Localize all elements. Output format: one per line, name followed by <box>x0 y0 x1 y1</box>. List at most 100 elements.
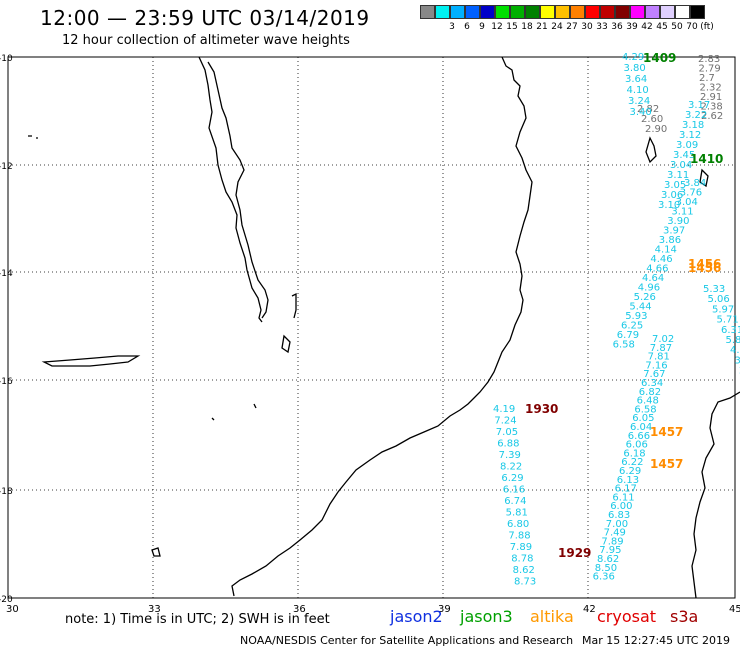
legend-swatch-label: 6 <box>464 22 470 32</box>
wave-height-value: 2.62 <box>701 111 723 122</box>
wave-height-value: 2.82 <box>637 104 659 115</box>
map-title: 12:00 — 23:59 UTC 03/14/2019 <box>40 6 370 30</box>
legend-swatch <box>570 5 585 19</box>
legend-swatch <box>540 5 555 19</box>
wave-height-value: 5.26 <box>634 292 656 303</box>
wave-height-value: 6.16 <box>503 485 525 496</box>
satellite-legend-item: s3a <box>670 607 699 626</box>
wave-height-value: 3.86 <box>659 235 681 246</box>
wave-height-value: 7.02 <box>652 334 674 345</box>
wave-height-value: 6.25 <box>621 321 643 332</box>
wave-height-value: 7.24 <box>494 416 516 427</box>
wave-height-value: 5.89 <box>726 335 740 346</box>
wave-height-value: 2.91 <box>700 92 722 103</box>
wave-height-value: 4.64 <box>642 273 664 284</box>
legend-swatch <box>435 5 450 19</box>
legend-swatch-label: 70 <box>686 22 698 32</box>
wave-height-value: 8.22 <box>500 462 522 473</box>
wave-height-value: 5.97 <box>712 304 734 315</box>
generation-timestamp: Mar 15 12:27:45 UTC 2019 <box>582 634 730 647</box>
wave-height-value: 6.22 <box>621 457 643 468</box>
legend-swatch <box>660 5 675 19</box>
wave-height-value: 3.09 <box>676 140 698 151</box>
legend-swatch-label: 21 <box>536 22 548 32</box>
wave-height-value: 3.64 <box>625 74 647 85</box>
wave-height-value: 6.79 <box>617 330 639 341</box>
longitude-label: 33 <box>148 604 161 615</box>
pass-id-label: 1456 <box>688 261 721 275</box>
map-subtitle: 12 hour collection of altimeter wave hei… <box>62 33 350 48</box>
wave-height-value: 5.06 <box>708 294 730 305</box>
wave-height-value: 6.58 <box>613 340 635 351</box>
longitude-label: 39 <box>438 604 451 615</box>
wave-height-value: 2.79 <box>699 64 721 75</box>
legend-swatch <box>525 5 540 19</box>
wave-height-value: 6.88 <box>497 439 519 450</box>
credit-line: NOAA/NESDIS Center for Satellite Applica… <box>240 634 574 647</box>
pass-id-label: 1410 <box>690 152 723 166</box>
legend-swatch-label: 50 <box>671 22 683 32</box>
wave-height-value: 7.89 <box>601 536 623 547</box>
wave-height-value: 7.67 <box>643 369 665 380</box>
legend-swatch-label: 42 <box>641 22 653 32</box>
east-african-coast <box>231 56 533 597</box>
wave-height-value: 6.34 <box>641 378 663 389</box>
wave-height-value: 4.9 <box>730 345 740 356</box>
satellite-legend-item: jason3 <box>460 607 513 626</box>
wave-height-value: 3.10 <box>658 200 680 211</box>
lake-kariba <box>41 355 141 367</box>
wave-height-value: 5.81 <box>506 508 528 519</box>
legend-swatch <box>450 5 465 19</box>
footer-note: note: 1) Time is in UTC; 2) SWH is in fe… <box>65 612 330 627</box>
wave-height-value: 4.66 <box>646 264 668 275</box>
wave-height-value: 6.48 <box>637 396 659 407</box>
wave-height-value: 7.89 <box>510 542 532 553</box>
wave-height-value: 6.80 <box>507 519 529 530</box>
longitude-label: 45 <box>729 604 740 615</box>
wave-height-value: 4.46 <box>650 254 672 265</box>
wave-height-value: 6.11 <box>612 492 634 503</box>
legend-swatch <box>555 5 570 19</box>
wave-height-value: 3.45 <box>673 150 695 161</box>
pass-id-label: 1930 <box>525 402 558 416</box>
legend-swatch-label: 30 <box>581 22 593 32</box>
wave-height-value: 5.44 <box>629 302 651 313</box>
wave-height-value: 2.32 <box>700 83 722 94</box>
wave-height-value: 6.05 <box>632 413 654 424</box>
wave-height-value: 2.7 <box>699 73 715 84</box>
legend-swatch-label: 45 <box>656 22 668 32</box>
wave-height-value: 5.93 <box>625 311 647 322</box>
wave-height-value: 4.10 <box>627 85 649 96</box>
wave-height-value: 8.73 <box>514 577 536 588</box>
wave-height-value: 8.78 <box>511 554 533 565</box>
pass-id-label: 1457 <box>650 425 683 439</box>
altimeter-tracks: 2.832.792.72.322.912.382.62 2.822.602.90 4… <box>493 51 740 588</box>
map-frame <box>7 56 736 599</box>
wave-height-value: 3.90 <box>667 216 689 227</box>
legend-swatch-label: 24 <box>551 22 563 32</box>
wave-height-value: 6.13 <box>617 475 639 486</box>
lake-shape <box>281 334 291 354</box>
wave-height-value: 3.40 <box>630 107 652 118</box>
wave-height-value: 3.06 <box>661 190 683 201</box>
wave-height-value: 4.14 <box>655 245 677 256</box>
wave-height-value: 3.05 <box>664 180 686 191</box>
wave-height-value: 3.11 <box>671 207 693 218</box>
legend-swatch <box>420 5 435 19</box>
wave-height-value: 2.38 <box>701 102 723 113</box>
mayotte-island <box>699 168 709 188</box>
wave-height-value: 4.29 <box>622 52 644 63</box>
legend-swatch <box>690 5 705 19</box>
wave-height-value: 3.12 <box>679 130 701 141</box>
pass-id-label: 1409 <box>643 51 676 65</box>
legend-swatch <box>465 5 480 19</box>
wave-height-value: 6.74 <box>504 496 526 507</box>
wave-height-value: 7.16 <box>645 360 667 371</box>
wave-height-value: 3.04 <box>670 160 692 171</box>
wave-height-value: 8.62 <box>597 554 619 565</box>
pass-id-label: 1457 <box>650 457 683 471</box>
coastline <box>28 56 740 599</box>
wave-height-value: 6.58 <box>634 404 656 415</box>
wave-height-value: 7.88 <box>508 531 530 542</box>
